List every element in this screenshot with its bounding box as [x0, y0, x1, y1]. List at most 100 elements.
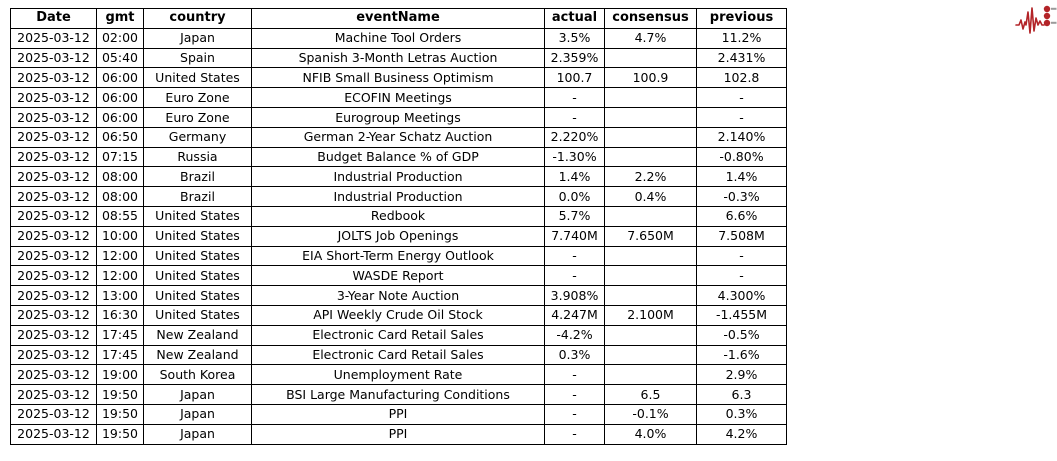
table-cell: 7.650M	[604, 225, 697, 247]
table-cell: 2025-03-12	[10, 166, 97, 188]
table-row: 2025-03-12 05:40 Spain Spanish 3-Month Letr…	[10, 47, 787, 69]
table-cell: Electronic Card Retail Sales	[251, 324, 545, 346]
table-cell: 4.300%	[696, 285, 787, 306]
table-cell: 6.6%	[696, 205, 787, 227]
table-row: 2025-03-12 12:00 United States EIA Short-Te…	[10, 245, 787, 267]
table-row: 2025-03-12 08:00 Brazil Industrial Producti…	[10, 186, 787, 207]
table-row: 2025-03-12 12:00 United States WASDE Report…	[10, 265, 787, 287]
table-cell: -	[544, 403, 605, 425]
table-cell: 02:00	[96, 27, 144, 49]
table-cell: 12:00	[96, 245, 144, 267]
table-cell: 17:45	[96, 344, 144, 366]
table-cell: 2025-03-12	[10, 384, 97, 405]
table-cell: 100.7	[544, 67, 605, 89]
table-cell: JOLTS Job Openings	[251, 225, 545, 247]
table-cell: 2025-03-12	[10, 87, 97, 108]
table-row: 2025-03-12 06:00 Euro Zone ECOFIN Meetings -…	[10, 87, 787, 108]
column-header-consensus: consensus	[604, 8, 697, 29]
table-cell: -0.1%	[604, 403, 697, 425]
table-cell: 2025-03-12	[10, 265, 97, 287]
table-cell: 2025-03-12	[10, 106, 97, 128]
table-cell: PPI	[251, 423, 545, 445]
table-cell: 7.508M	[696, 225, 787, 247]
table-cell: Machine Tool Orders	[251, 27, 545, 49]
table-cell: EIA Short-Term Energy Outlook	[251, 245, 545, 267]
table-cell: -1.30%	[544, 146, 605, 168]
table-cell: 2025-03-12	[10, 304, 97, 326]
column-header-gmt: gmt	[96, 8, 144, 29]
table-cell: 3.908%	[544, 285, 605, 306]
table-cell	[604, 87, 697, 108]
table-cell: 08:55	[96, 205, 144, 227]
table-cell: 2025-03-12	[10, 186, 97, 207]
table-cell: 06:00	[96, 67, 144, 89]
table-cell: Industrial Production	[251, 186, 545, 207]
table-cell: South Korea	[143, 364, 252, 386]
table-cell: 19:50	[96, 403, 144, 425]
table-cell: 1.4%	[544, 166, 605, 188]
table-cell: 17:45	[96, 324, 144, 346]
table-cell: 0.4%	[604, 186, 697, 207]
table-cell	[604, 245, 697, 267]
table-cell: Redbook	[251, 205, 545, 227]
table-cell: WASDE Report	[251, 265, 545, 287]
table-cell: -	[544, 245, 605, 267]
table-cell: -0.5%	[696, 324, 787, 346]
table-cell: German 2-Year Schatz Auction	[251, 126, 545, 148]
table-cell: United States	[143, 245, 252, 267]
table-cell: -	[696, 87, 787, 108]
table-cell: 2025-03-12	[10, 423, 97, 445]
table-cell: United States	[143, 67, 252, 89]
table-row: 2025-03-12 19:00 South Korea Unemployment R…	[10, 364, 787, 386]
table-cell: -1.455M	[696, 304, 787, 326]
table-cell: Germany	[143, 126, 252, 148]
table-cell: 16:30	[96, 304, 144, 326]
table-cell: 11.2%	[696, 27, 787, 49]
table-cell: 6.3	[696, 384, 787, 405]
table-cell: Budget Balance % of GDP	[251, 146, 545, 168]
table-cell	[604, 146, 697, 168]
table-cell: 2025-03-12	[10, 67, 97, 89]
table-cell: 1.4%	[696, 166, 787, 188]
table-cell: 6.5	[604, 384, 697, 405]
table-cell: Industrial Production	[251, 166, 545, 188]
table-cell: 19:50	[96, 423, 144, 445]
table-cell: -	[696, 245, 787, 267]
table-cell: 2025-03-12	[10, 324, 97, 346]
table-cell: 4.2%	[696, 423, 787, 445]
table-cell: 06:00	[96, 106, 144, 128]
table-cell: -	[696, 265, 787, 287]
table-cell: 4.247M	[544, 304, 605, 326]
table-cell: Russia	[143, 146, 252, 168]
column-header-country: country	[143, 8, 252, 29]
column-header-eventname: eventName	[251, 8, 545, 29]
table-cell: United States	[143, 225, 252, 247]
table-cell: 2.359%	[544, 47, 605, 69]
table-cell: Eurogroup Meetings	[251, 106, 545, 128]
table-cell: 2.9%	[696, 364, 787, 386]
table-cell: United States	[143, 265, 252, 287]
table-cell: 07:15	[96, 146, 144, 168]
table-cell: 19:00	[96, 364, 144, 386]
table-cell: API Weekly Crude Oil Stock	[251, 304, 545, 326]
table-cell: 05:40	[96, 47, 144, 69]
table-cell: 0.3%	[544, 344, 605, 366]
table-cell: 13:00	[96, 285, 144, 306]
table-cell: Japan	[143, 423, 252, 445]
table-cell	[604, 344, 697, 366]
table-row: 2025-03-12 13:00 United States 3-Year Note …	[10, 285, 787, 306]
table-cell: 2.2%	[604, 166, 697, 188]
table-row: 2025-03-12 19:50 Japan BSI Large Manufactur…	[10, 384, 787, 405]
table-body: 2025-03-12 02:00 Japan Machine Tool Orders 3…	[10, 27, 787, 445]
table-cell: -	[544, 265, 605, 287]
table-row: 2025-03-12 17:45 New Zealand Electronic Car…	[10, 344, 787, 366]
table-header-row: Date gmt country eventName actual consensus pr…	[10, 8, 787, 29]
table-cell: Spanish 3-Month Letras Auction	[251, 47, 545, 69]
table-row: 2025-03-12 08:55 United States Redbook 5.7% 6…	[10, 205, 787, 227]
table-cell: 2.140%	[696, 126, 787, 148]
table-cell: 3.5%	[544, 27, 605, 49]
column-header-date: Date	[10, 8, 97, 29]
table-cell: -0.3%	[696, 186, 787, 207]
table-cell: 7.740M	[544, 225, 605, 247]
